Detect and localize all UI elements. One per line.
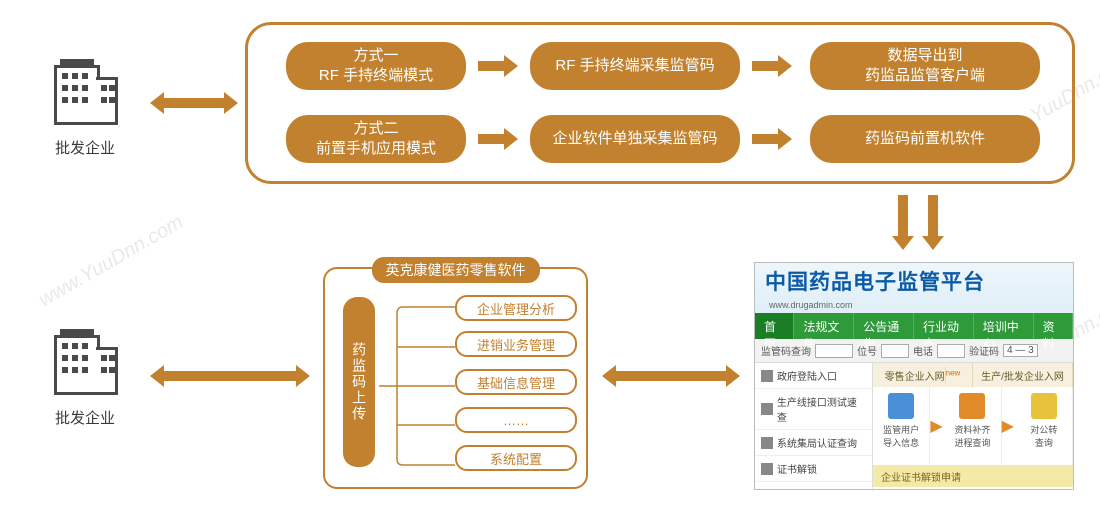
pill-row1-b: RF 手持终端采集监管码 [530, 42, 740, 90]
left-item-1[interactable]: 生产线接口测试速查 [755, 389, 872, 430]
arrow-r2-2 [752, 128, 792, 150]
nav-2[interactable]: 公告通告 [854, 313, 914, 339]
platform-sub: www.drugadmin.com [769, 300, 985, 310]
list-icon [761, 437, 773, 449]
pill-row2-c-text: 药监码前置机软件 [865, 129, 985, 149]
pill-row1-c: 数据导出到 药监品监管客户端 [810, 42, 1040, 90]
arrow-icon: ▶ [930, 416, 944, 436]
left-item-3[interactable]: 证书解锁 [755, 456, 872, 482]
arrow-down-1 [892, 195, 914, 250]
platform-search-bar: 监管码查询 位号 电话 验证码 4 — 3 [755, 339, 1073, 363]
pill-row2-a-line1: 方式二 [353, 119, 398, 139]
platform-right-panel: 零售企业入网new 生产/批发企业入网 监管用户 导入信息 ▶ 资料补齐 进程查… [873, 363, 1073, 491]
arrow-down-2 [922, 195, 944, 250]
doc-icon [761, 403, 773, 415]
pr-col-2[interactable]: 对公转 查询 [1016, 387, 1073, 465]
home-icon [761, 370, 773, 382]
pill-row1-a-line1: 方式一 [353, 46, 398, 66]
arrow-soft-to-platform [602, 365, 740, 387]
software-vert-label: 药监码上传 [343, 297, 375, 467]
pill-row2-a-line2: 前置手机应用模式 [316, 139, 436, 159]
lock-icon [761, 463, 773, 475]
software-item-0: 企业管理分析 [455, 295, 577, 321]
search-label-a: 监管码查询 [761, 343, 811, 358]
arrow-building-to-box [150, 92, 238, 114]
pill-row2-a: 方式二 前置手机应用模式 [286, 115, 466, 163]
platform-footer[interactable]: 企业证书解锁申请 [873, 465, 1073, 487]
platform-nav: 首页 法规文件 公告通告 行业动态 培训中心 资料 [755, 313, 1073, 339]
pr-col-1[interactable]: 资料补齐 进程查询 [944, 387, 1001, 465]
search-input-b[interactable] [881, 344, 909, 358]
pr-head-0[interactable]: 零售企业入网new [873, 363, 973, 387]
building-bottom-label: 批发企业 [30, 407, 140, 428]
search-captcha: 4 — 3 [1003, 344, 1038, 357]
software-box: 英克康健医药零售软件 药监码上传 企业管理分析 进销业务管理 基础信息管理 ……… [323, 267, 588, 489]
platform-title: 中国药品电子监管平台 [765, 266, 985, 296]
search-label-b: 位号 [857, 343, 877, 358]
pill-row1-c-line2: 药监品监管客户端 [865, 66, 985, 86]
pr-head-1[interactable]: 生产/批发企业入网 [973, 363, 1073, 387]
nav-0[interactable]: 首页 [755, 313, 794, 339]
nav-3[interactable]: 行业动态 [914, 313, 974, 339]
import-icon [888, 393, 914, 419]
pr-col-0[interactable]: 监管用户 导入信息 [873, 387, 930, 465]
arrow-r1-2 [752, 55, 792, 77]
nav-1[interactable]: 法规文件 [794, 313, 854, 339]
pill-row1-a: 方式一 RF 手持终端模式 [286, 42, 466, 90]
left-item-2[interactable]: 系统集局认证查询 [755, 430, 872, 456]
search-input-a[interactable] [815, 344, 853, 358]
arrow-icon: ▶ [1002, 416, 1016, 436]
arrow-building-to-soft [150, 365, 310, 387]
pill-row2-b-text: 企业软件单独采集监管码 [552, 129, 717, 149]
platform-screenshot: 中国药品电子监管平台 www.drugadmin.com 首页 法规文件 公告通… [754, 262, 1074, 490]
nav-5[interactable]: 资料 [1034, 313, 1073, 339]
search-label-d: 验证码 [969, 343, 999, 358]
pill-row1-a-line2: RF 手持终端模式 [319, 66, 433, 86]
nav-4[interactable]: 培训中心 [974, 313, 1034, 339]
pill-row1-c-line1: 数据导出到 [887, 46, 962, 66]
pill-row1-b-text: RF 手持终端采集监管码 [555, 56, 714, 76]
search-label-c: 电话 [913, 343, 933, 358]
watermark: www.YuuDnn.com [35, 211, 187, 312]
building-top: 批发企业 [30, 55, 140, 158]
pill-row2-c: 药监码前置机软件 [810, 115, 1040, 163]
arrow-r2-1 [478, 128, 518, 150]
arrow-r1-1 [478, 55, 518, 77]
chart-icon [1031, 393, 1057, 419]
software-item-3: …… [455, 407, 577, 433]
software-item-2: 基础信息管理 [455, 369, 577, 395]
pill-row2-b: 企业软件单独采集监管码 [530, 115, 740, 163]
platform-left-menu: 政府登陆入口 生产线接口测试速查 系统集局认证查询 证书解锁 [755, 363, 873, 491]
search-input-c[interactable] [937, 344, 965, 358]
software-title: 英克康健医药零售软件 [372, 257, 540, 283]
software-item-4: 系统配置 [455, 445, 577, 471]
software-item-1: 进销业务管理 [455, 331, 577, 357]
building-bottom: 批发企业 [30, 325, 140, 428]
progress-icon [959, 393, 985, 419]
left-item-0[interactable]: 政府登陆入口 [755, 363, 872, 389]
building-top-label: 批发企业 [30, 137, 140, 158]
